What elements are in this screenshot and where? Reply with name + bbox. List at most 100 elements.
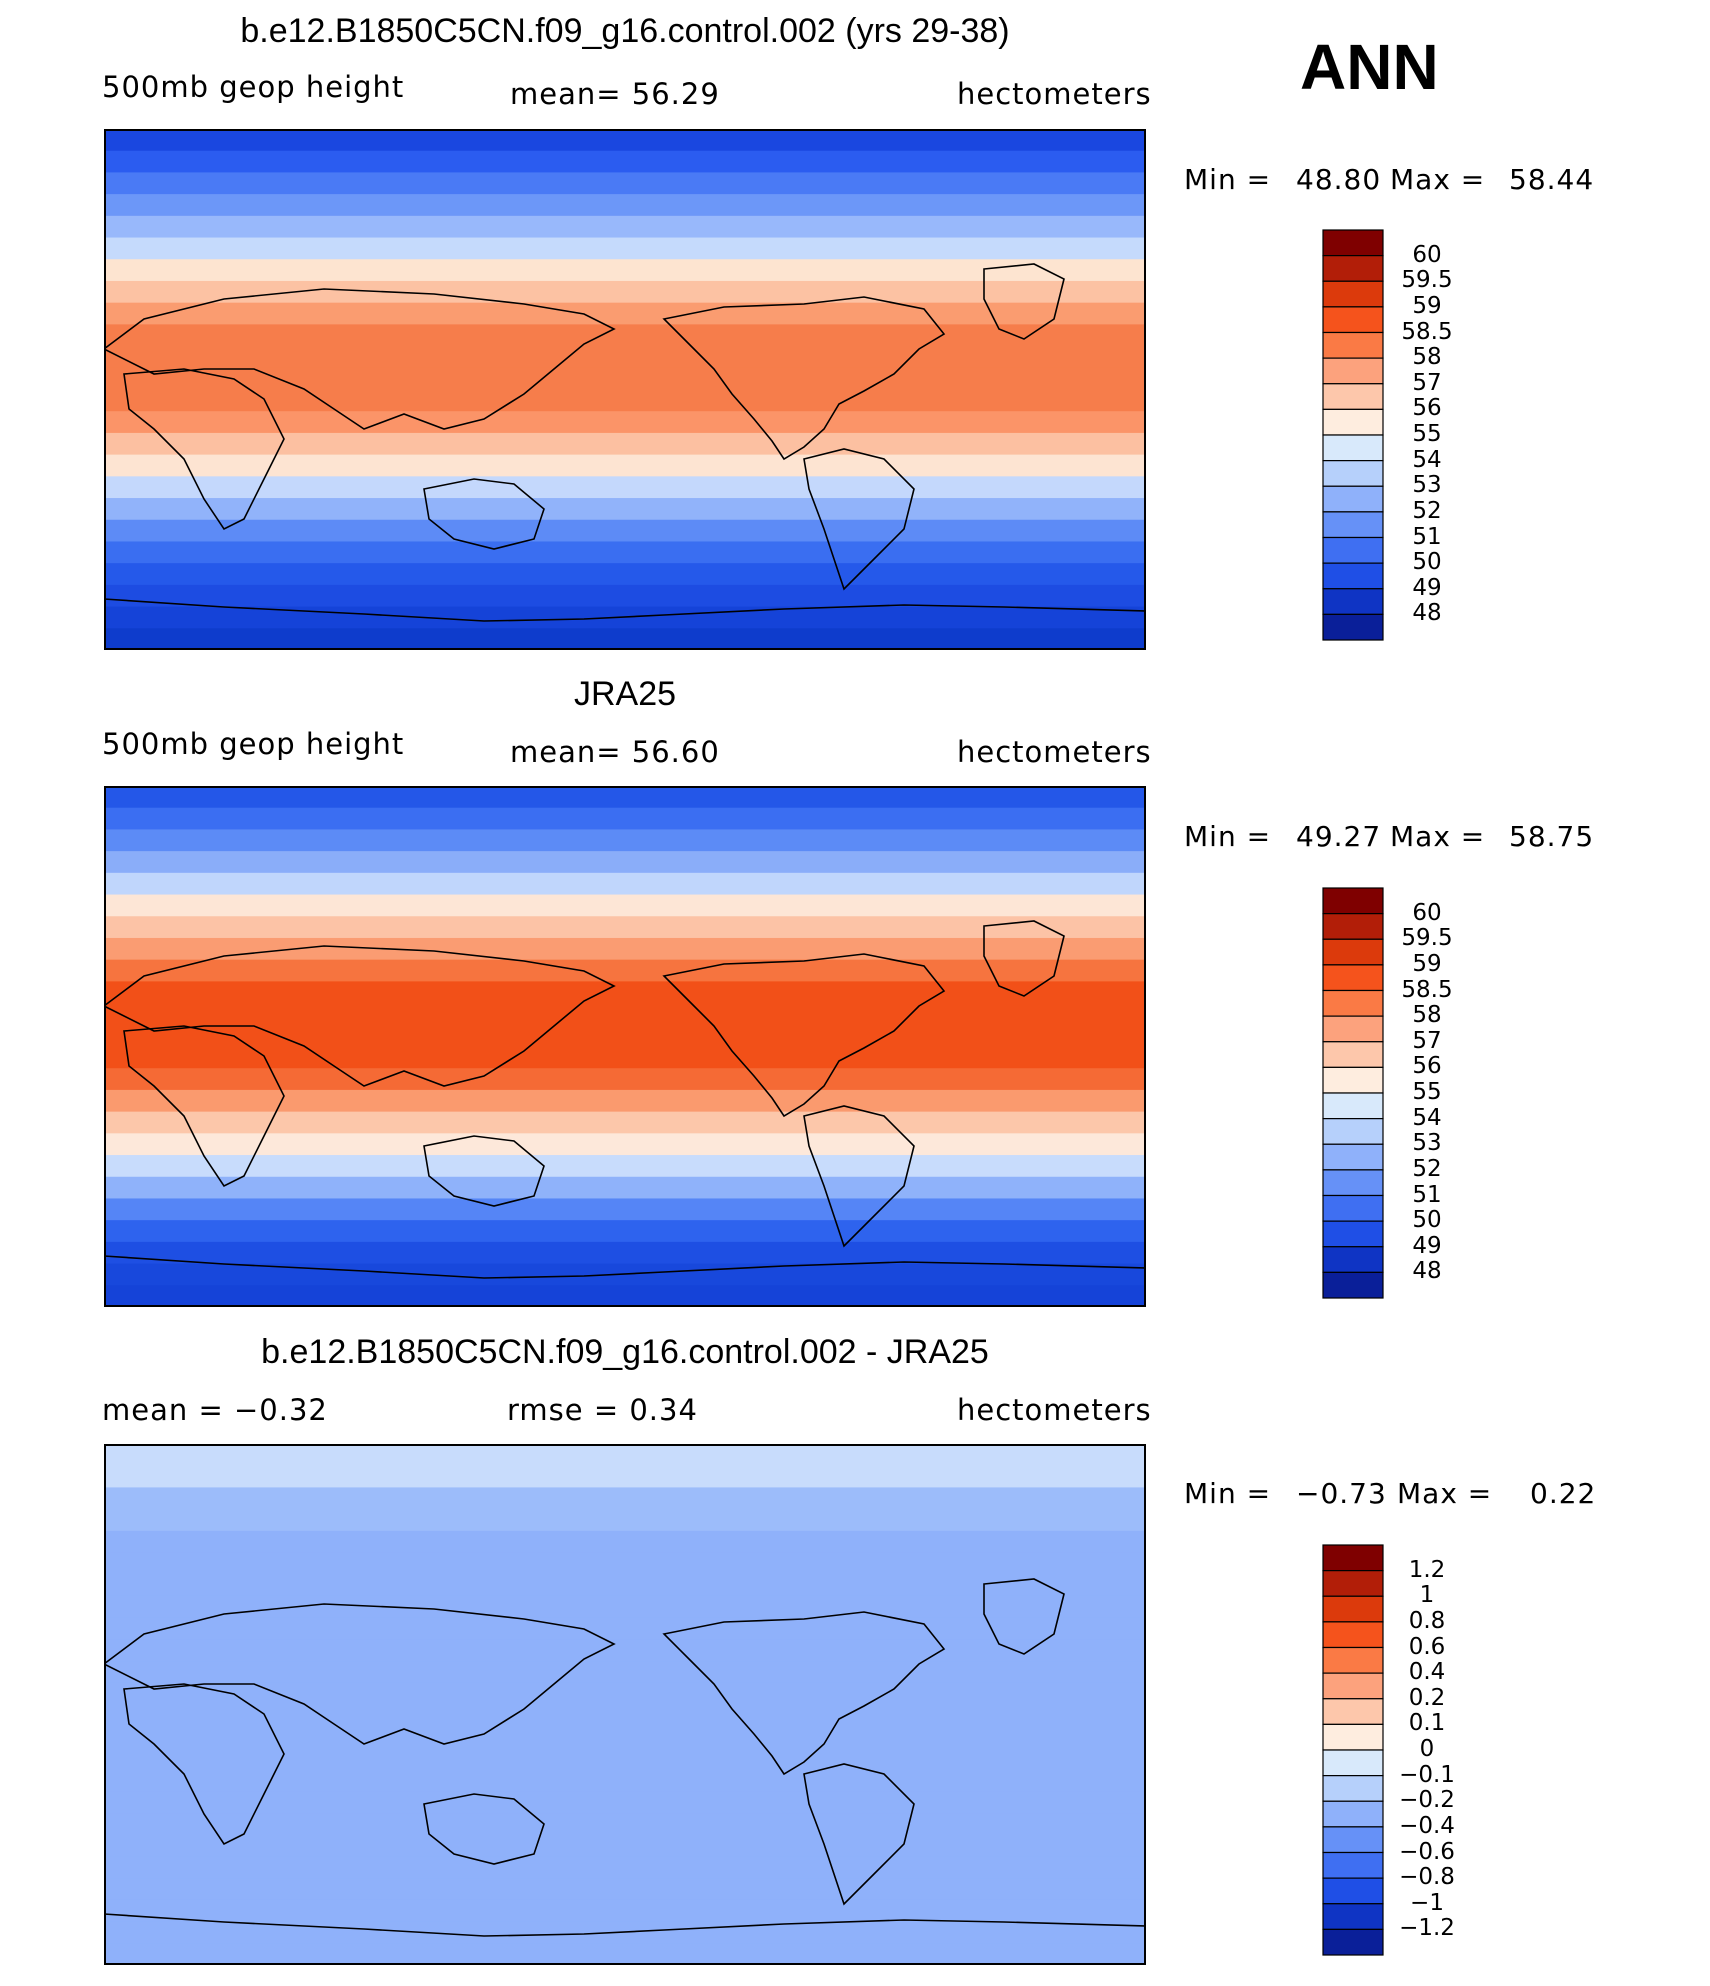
- colorbar-swatch: [1322, 1194, 1384, 1222]
- map-contour-band: [104, 346, 1146, 369]
- map-contour-band: [104, 1220, 1146, 1243]
- panel1-title: b.e12.B1850C5CN.f09_g16.control.002 (yrs…: [240, 12, 1010, 50]
- colorbar-tick-label: −0.6: [1399, 1838, 1455, 1865]
- panel2-max-label: Max =: [1390, 820, 1486, 853]
- map-contour-band: [104, 1155, 1146, 1178]
- colorbar-tick-label: 51: [1412, 1181, 1442, 1208]
- map-contour-band: [104, 786, 1146, 809]
- colorbar-swatch: [1322, 1169, 1384, 1197]
- panel2-colorbar: [1322, 887, 1384, 1299]
- map-contour-band: [104, 1176, 1146, 1200]
- colorbar-swatch: [1322, 331, 1384, 359]
- colorbar-swatch: [1322, 306, 1384, 334]
- map-contour-band: [104, 389, 1146, 412]
- colorbar-swatch: [1322, 1271, 1384, 1299]
- map-contour-band: [104, 1444, 1146, 1467]
- map-contour-band: [104, 519, 1146, 543]
- colorbar-tick-label: 1: [1419, 1582, 1435, 1609]
- map-contour-band: [104, 1682, 1146, 1706]
- map-contour-band: [104, 1617, 1146, 1640]
- map-contour-band: [104, 563, 1146, 586]
- map-contour-band: [104, 1089, 1146, 1113]
- colorbar-swatch: [1322, 913, 1384, 940]
- colorbar-tick-label: −0.1: [1399, 1761, 1455, 1788]
- map-contour-band: [104, 1133, 1146, 1156]
- colorbar-swatch: [1322, 1851, 1384, 1879]
- colorbar-tick-label: 54: [1412, 446, 1442, 473]
- colorbar-swatch: [1322, 357, 1384, 385]
- colorbar-swatch: [1322, 1066, 1384, 1094]
- map-contour-band: [104, 1487, 1146, 1510]
- coastline: [983, 263, 1065, 340]
- colorbar-tick-label: 57: [1412, 369, 1442, 396]
- map-contour-band: [104, 1111, 1146, 1134]
- colorbar-tick-label: 59.5: [1401, 267, 1453, 294]
- coastline: [102, 288, 616, 430]
- colorbar-swatch: [1322, 434, 1384, 462]
- colorbar-swatch: [1322, 1595, 1384, 1623]
- map-contour-band: [104, 1509, 1146, 1532]
- panel3-mean-label: mean = −0.32: [102, 1393, 328, 1427]
- coastline: [662, 296, 946, 461]
- colorbar-swatch: [1322, 887, 1384, 915]
- map-contour-band: [104, 1198, 1146, 1221]
- colorbar-tick-label: 0.2: [1408, 1684, 1446, 1711]
- colorbar-tick-label: 0.1: [1408, 1710, 1446, 1737]
- coastline: [803, 1763, 915, 1906]
- map-contour-band: [104, 916, 1146, 939]
- map-contour-band: [104, 194, 1146, 217]
- coastline: [102, 945, 616, 1087]
- panel1-min-value: 48.80: [1296, 163, 1382, 196]
- colorbar-swatch: [1322, 1015, 1384, 1043]
- colorbar-tick-label: 1.2: [1408, 1556, 1446, 1583]
- panel2-map-svg: [102, 786, 1147, 1308]
- coastline: [423, 478, 545, 550]
- colorbar-swatch: [1322, 588, 1384, 615]
- coastline: [123, 1683, 285, 1846]
- map-frame: [104, 1444, 1146, 1965]
- map-contour-band: [104, 432, 1146, 456]
- colorbar-tick-label: −0.4: [1399, 1812, 1455, 1839]
- colorbar-swatch: [1322, 229, 1384, 257]
- colorbar-swatch: [1322, 1723, 1384, 1751]
- panel3-colorbar: [1322, 1544, 1384, 1956]
- colorbar-tick-label: 0.8: [1408, 1607, 1446, 1634]
- coastline: [983, 1578, 1065, 1655]
- panel3-map: [102, 1444, 1147, 1966]
- map-contour-band: [104, 1899, 1146, 1923]
- map-contour-band: [104, 1769, 1146, 1792]
- panel1-variable-label: 500mb geop height: [102, 70, 405, 104]
- panel3-rmse-label: rmse = 0.34: [507, 1393, 698, 1427]
- coastline: [102, 1603, 616, 1745]
- map-contour-band: [104, 1704, 1146, 1727]
- map-frame: [104, 786, 1146, 1307]
- panel3-units-label: hectometers: [957, 1393, 1152, 1427]
- coastline: [803, 1105, 915, 1248]
- colorbar-tick-label: 0.4: [1408, 1659, 1446, 1686]
- colorbar-tick-label: 55: [1412, 421, 1442, 447]
- panel2-mean-label: mean= 56.60: [510, 735, 720, 769]
- colorbar-swatch: [1322, 1041, 1384, 1068]
- panel1-map: [102, 129, 1147, 651]
- colorbar-tick-label: 49: [1412, 1232, 1442, 1259]
- map-contour-band: [104, 1241, 1146, 1265]
- colorbar-swatch: [1322, 408, 1384, 436]
- colorbar-swatch: [1322, 1143, 1384, 1171]
- colorbar-tick-label: −1.2: [1399, 1915, 1455, 1942]
- panel2-min-label: Min =: [1184, 820, 1272, 853]
- map-contour-band: [104, 1747, 1146, 1771]
- coastline: [803, 448, 915, 591]
- map-contour-band: [104, 1552, 1146, 1575]
- colorbar-swatch: [1322, 1826, 1384, 1854]
- colorbar-swatch: [1322, 562, 1384, 590]
- map-contour-band: [104, 1791, 1146, 1814]
- coastline: [423, 1793, 545, 1865]
- map-contour-band: [104, 829, 1146, 852]
- colorbar-swatch: [1322, 1877, 1384, 1905]
- colorbar-tick-label: 53: [1412, 1130, 1442, 1157]
- colorbar-swatch: [1322, 511, 1384, 539]
- map-contour-band: [104, 1856, 1146, 1879]
- colorbar-tick-label: 60: [1412, 899, 1442, 926]
- map-contour-band: [104, 411, 1146, 434]
- map-contour-band: [104, 367, 1146, 391]
